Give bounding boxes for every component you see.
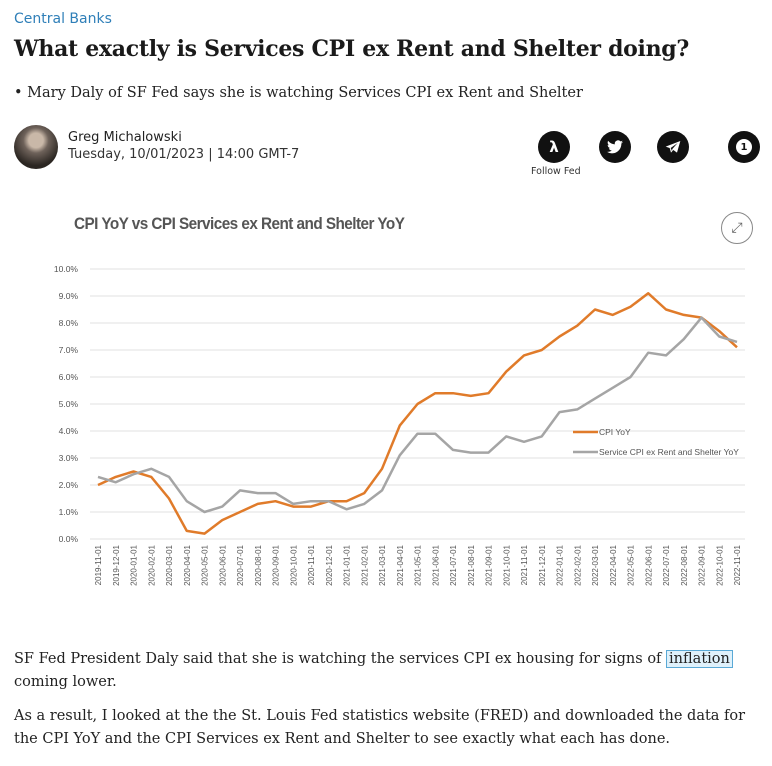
x-tick-label: 2022-02-01 [573,544,582,585]
category-link[interactable]: Central Banks [14,11,112,27]
y-tick-label: 2.0% [59,480,79,490]
x-tick-label: 2021-06-01 [431,544,440,585]
legend-label: CPI YoY [599,427,631,437]
y-tick-label: 0.0% [59,534,79,544]
x-tick-label: 2021-04-01 [396,544,405,585]
x-tick-label: 2020-05-01 [201,544,210,585]
chart: CPI YoY vs CPI Services ex Rent and Shel… [40,200,770,620]
x-tick-label: 2022-08-01 [680,544,689,585]
comment-icon[interactable]: 1 [728,131,760,163]
x-tick-label: 2021-12-01 [538,544,547,585]
x-tick-label: 2021-10-01 [502,544,511,585]
y-tick-label: 6.0% [59,372,79,382]
x-tick-label: 2021-03-01 [378,544,387,585]
avatar[interactable] [14,125,58,169]
y-tick-label: 9.0% [59,291,79,301]
y-tick-label: 1.0% [59,507,79,517]
paragraph-1: SF Fed President Daly said that she is w… [14,648,759,694]
lambda-icon[interactable]: λ [538,131,570,163]
paragraph-text: coming lower. [14,674,117,690]
follow-label[interactable]: Follow Fed [531,166,581,177]
y-tick-label: 4.0% [59,426,79,436]
x-tick-label: 2022-09-01 [698,544,707,585]
x-tick-label: 2021-09-01 [485,544,494,585]
page-title: What exactly is Services CPI ex Rent and… [14,36,689,62]
x-tick-label: 2019-12-01 [112,544,121,585]
x-tick-label: 2022-04-01 [609,544,618,585]
x-tick-label: 2020-02-01 [147,544,156,585]
legend-label: Service CPI ex Rent and Shelter YoY [599,447,739,457]
x-tick-label: 2021-05-01 [414,544,423,585]
telegram-icon[interactable] [657,131,689,163]
x-tick-label: 2019-11-01 [94,544,103,585]
series-line-1 [97,316,738,514]
article-subtitle: • Mary Daly of SF Fed says she is watchi… [14,85,583,101]
x-tick-label: 2020-12-01 [325,544,334,585]
paragraph-2: As a result, I looked at the the St. Lou… [14,708,746,747]
series-line-0 [97,292,738,535]
x-tick-label: 2021-02-01 [360,544,369,585]
x-tick-label: 2020-10-01 [289,544,298,585]
x-tick-label: 2020-09-01 [272,544,281,585]
inflation-link[interactable]: inflation [666,650,733,668]
x-tick-label: 2022-05-01 [627,544,636,585]
x-tick-label: 2020-11-01 [307,544,316,585]
x-tick-label: 2021-11-01 [520,544,529,585]
x-tick-label: 2022-07-01 [662,544,671,585]
author-name[interactable]: Greg Michalowski [68,130,182,145]
x-tick-label: 2020-06-01 [218,544,227,585]
y-tick-label: 3.0% [59,453,79,463]
x-tick-label: 2022-10-01 [715,544,724,585]
x-tick-label: 2021-07-01 [449,544,458,585]
x-tick-label: 2021-08-01 [467,544,476,585]
chart-title: CPI YoY vs CPI Services ex Rent and Shel… [74,214,405,233]
y-tick-label: 10.0% [54,264,79,274]
x-tick-label: 2022-11-01 [733,544,742,585]
comment-count: 1 [736,139,752,155]
x-tick-label: 2022-06-01 [644,544,653,585]
chart-svg: 0.0% 1.0% 2.0% 3.0% 4.0% 5.0% 6.0% 7.0% 8.0% 9.0%… [54,264,745,586]
y-tick-label: 8.0% [59,318,79,328]
twitter-icon[interactable] [599,131,631,163]
x-tick-label: 2020-01-01 [130,544,139,585]
x-tick-label: 2021-01-01 [343,544,352,585]
y-tick-label: 7.0% [59,345,79,355]
publish-date: Tuesday, 10/01/2023 | 14:00 GMT-7 [68,147,300,162]
x-tick-label: 2020-04-01 [183,544,192,585]
x-tick-label: 2020-08-01 [254,544,263,585]
expand-icon[interactable]: ⤢ [721,212,753,244]
x-tick-label: 2020-03-01 [165,544,174,585]
y-tick-label: 5.0% [59,399,79,409]
x-tick-label: 2020-07-01 [236,544,245,585]
x-tick-label: 2022-01-01 [556,544,565,585]
paragraph-text: SF Fed President Daly said that she is w… [14,651,667,667]
x-tick-label: 2022-03-01 [591,544,600,585]
